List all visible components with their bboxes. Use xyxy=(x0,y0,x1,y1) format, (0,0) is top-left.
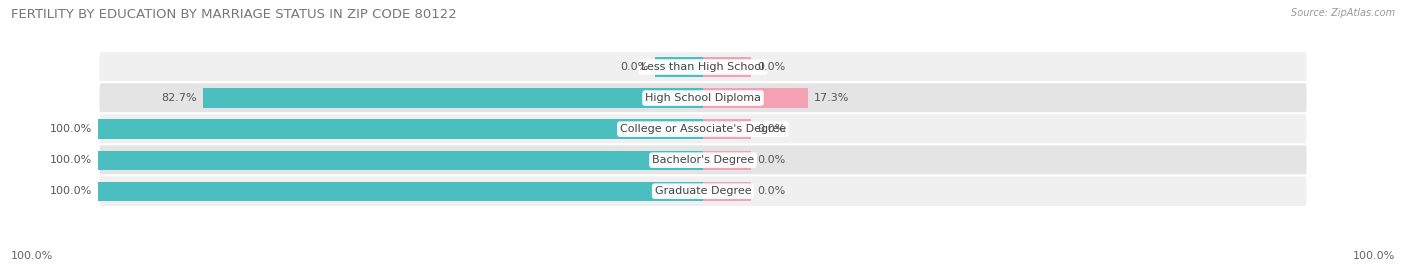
Text: 0.0%: 0.0% xyxy=(758,186,786,196)
FancyBboxPatch shape xyxy=(98,144,1308,176)
Text: High School Diploma: High School Diploma xyxy=(645,93,761,103)
Text: 100.0%: 100.0% xyxy=(51,186,93,196)
Bar xyxy=(202,89,703,108)
FancyBboxPatch shape xyxy=(98,113,1308,145)
Bar xyxy=(703,57,751,77)
Text: Source: ZipAtlas.com: Source: ZipAtlas.com xyxy=(1291,8,1395,18)
Text: 0.0%: 0.0% xyxy=(758,124,786,134)
Text: Bachelor's Degree: Bachelor's Degree xyxy=(652,155,754,165)
Bar xyxy=(98,182,703,201)
Text: 0.0%: 0.0% xyxy=(758,155,786,165)
Text: 100.0%: 100.0% xyxy=(1353,251,1395,261)
Bar xyxy=(98,119,703,139)
Text: Graduate Degree: Graduate Degree xyxy=(655,186,751,196)
Bar xyxy=(655,57,703,77)
Bar xyxy=(703,119,751,139)
Bar xyxy=(703,89,807,108)
Text: Less than High School: Less than High School xyxy=(641,62,765,72)
Text: 100.0%: 100.0% xyxy=(11,251,53,261)
Text: FERTILITY BY EDUCATION BY MARRIAGE STATUS IN ZIP CODE 80122: FERTILITY BY EDUCATION BY MARRIAGE STATU… xyxy=(11,8,457,21)
Text: 82.7%: 82.7% xyxy=(162,93,197,103)
Bar xyxy=(703,151,751,170)
FancyBboxPatch shape xyxy=(98,82,1308,114)
Bar xyxy=(703,182,751,201)
Text: 100.0%: 100.0% xyxy=(51,124,93,134)
Text: 100.0%: 100.0% xyxy=(51,155,93,165)
Bar xyxy=(98,151,703,170)
Text: College or Associate's Degree: College or Associate's Degree xyxy=(620,124,786,134)
Text: 0.0%: 0.0% xyxy=(620,62,648,72)
FancyBboxPatch shape xyxy=(98,51,1308,83)
Text: 0.0%: 0.0% xyxy=(758,62,786,72)
Text: 17.3%: 17.3% xyxy=(814,93,849,103)
FancyBboxPatch shape xyxy=(98,175,1308,207)
